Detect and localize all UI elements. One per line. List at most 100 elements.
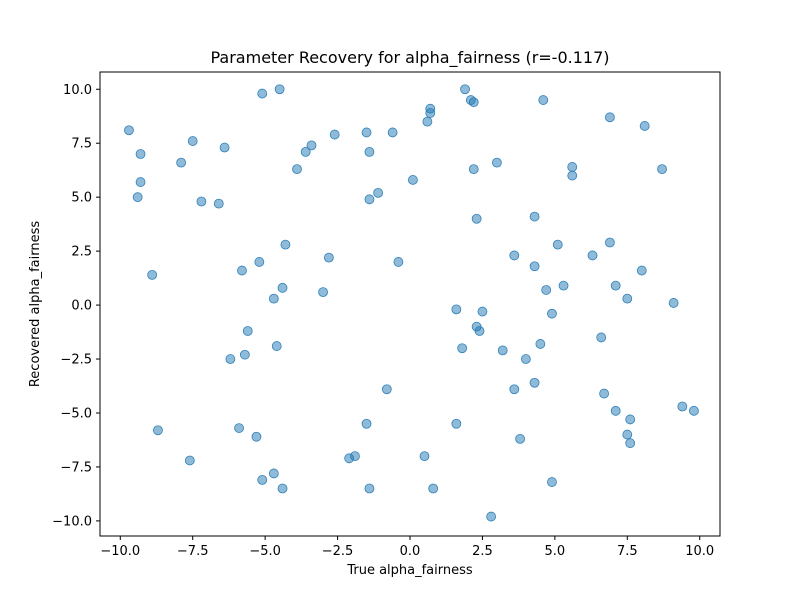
data-point	[364, 146, 375, 157]
x-axis: −10.0 −7.5 −5.0 −2.5 0.0 2.5 5.0 7.5 10.0	[100, 536, 714, 559]
data-point	[300, 146, 311, 157]
data-point	[625, 438, 636, 449]
x-tick-label: −2.5	[322, 544, 354, 559]
data-point	[213, 198, 224, 209]
data-point	[407, 175, 418, 185]
data-point	[622, 429, 633, 440]
data-point	[460, 84, 470, 95]
y-tick-label: 10.0	[63, 83, 92, 98]
data-point	[468, 97, 479, 108]
data-point	[610, 280, 621, 291]
data-point	[323, 252, 334, 263]
data-point	[477, 306, 488, 317]
data-point	[135, 177, 146, 187]
data-point	[124, 125, 134, 136]
data-point	[225, 354, 236, 364]
data-point	[393, 257, 404, 267]
data-point	[567, 162, 578, 172]
x-tick-label: 0.0	[400, 544, 421, 559]
data-point	[529, 261, 540, 272]
y-tick-label: 2.5	[71, 245, 92, 260]
x-axis-title: True alpha_fairness	[346, 563, 473, 578]
data-point	[567, 170, 578, 181]
data-point	[471, 213, 482, 224]
data-point	[625, 414, 636, 425]
y-tick-label: −2.5	[60, 353, 92, 368]
data-point	[596, 332, 607, 343]
data-point	[373, 187, 384, 198]
chart-title: Parameter Recovery for alpha_fairness (r…	[210, 48, 609, 68]
data-point	[538, 95, 549, 105]
data-point	[254, 257, 265, 267]
data-point	[422, 116, 433, 127]
data-point	[529, 211, 540, 222]
data-point	[547, 308, 557, 319]
data-point	[219, 142, 230, 153]
data-point	[239, 349, 250, 360]
data-point	[689, 405, 699, 416]
data-point	[257, 474, 268, 485]
y-tick-label: 7.5	[71, 137, 92, 152]
data-point	[419, 451, 430, 462]
data-point	[599, 388, 610, 399]
data-point	[277, 483, 288, 494]
data-point	[237, 265, 247, 276]
y-axis: −10.0 −7.5 −5.0 −2.5 0.0 2.5 5.0 7.5 10.0	[52, 83, 100, 529]
data-point	[271, 341, 282, 351]
data-point	[242, 326, 253, 336]
data-point	[497, 345, 508, 356]
data-point	[318, 287, 328, 298]
data-point	[639, 121, 650, 131]
data-point	[657, 164, 667, 175]
data-point	[364, 194, 375, 205]
data-point	[361, 127, 372, 138]
data-point	[558, 280, 569, 291]
data-point	[184, 455, 195, 466]
data-point	[677, 401, 688, 412]
x-tick-label: 7.5	[617, 544, 638, 559]
data-point	[451, 418, 462, 429]
data-point	[274, 84, 285, 95]
data-point	[474, 326, 485, 336]
data-point	[605, 112, 615, 123]
data-point	[147, 269, 158, 280]
data-point	[176, 157, 187, 168]
data-point	[668, 298, 679, 308]
data-point	[605, 237, 615, 248]
data-point	[535, 339, 546, 349]
data-point	[457, 343, 468, 354]
data-point	[268, 468, 279, 479]
data-point	[153, 425, 163, 436]
y-tick-label: −5.0	[60, 406, 92, 421]
data-point	[306, 140, 317, 151]
data-point	[541, 285, 552, 295]
points-layer	[124, 84, 699, 522]
data-point	[529, 377, 540, 388]
x-tick-label: −10.0	[100, 544, 140, 559]
data-point	[428, 483, 439, 494]
data-point	[552, 239, 563, 250]
data-point	[425, 108, 436, 118]
data-point	[132, 192, 143, 203]
data-point	[622, 293, 633, 304]
data-point	[492, 157, 502, 168]
data-point	[350, 451, 360, 462]
y-tick-label: 5.0	[71, 191, 92, 206]
data-point	[329, 129, 340, 140]
data-point	[196, 196, 207, 207]
data-point	[268, 293, 279, 304]
data-point	[587, 250, 598, 261]
y-axis-title: Recovered alpha_fairness	[28, 221, 43, 387]
data-point	[135, 149, 146, 159]
data-point	[636, 265, 647, 276]
data-point	[251, 431, 262, 442]
x-tick-label: −7.5	[177, 544, 209, 559]
y-tick-label: −7.5	[60, 460, 92, 475]
data-point	[234, 423, 244, 433]
data-point	[364, 483, 375, 494]
data-point	[468, 164, 479, 175]
data-point	[520, 354, 531, 364]
data-point	[509, 384, 520, 395]
data-point	[381, 384, 392, 395]
x-tick-label: 10.0	[685, 544, 714, 559]
